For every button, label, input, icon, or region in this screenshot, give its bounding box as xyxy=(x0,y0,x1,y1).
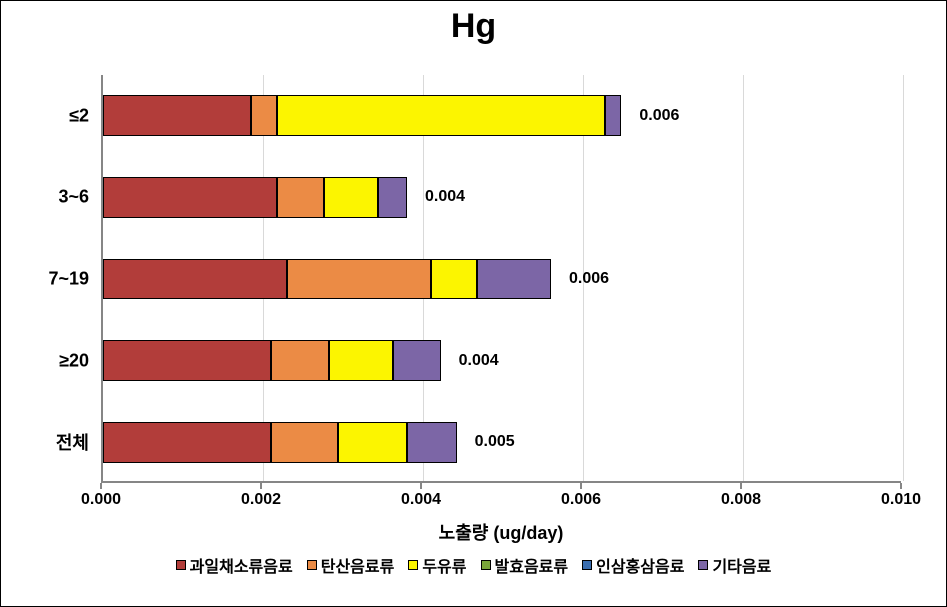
bar-segment xyxy=(103,177,277,218)
legend: 과일채소류음료 탄산음료류 두유류 발효음료류 인삼홍삼음료 기타음료 xyxy=(1,553,946,577)
x-tick-mark xyxy=(420,483,422,489)
y-category-label: ≥20 xyxy=(1,350,89,371)
bar-segment xyxy=(287,259,431,300)
bar-segment xyxy=(277,177,323,218)
bar-segment xyxy=(407,422,457,463)
x-axis-title: 노출량 (ug/day) xyxy=(101,519,901,545)
x-tick-label: 0.004 xyxy=(401,491,441,509)
legend-item: 두유류 xyxy=(408,553,466,577)
bar-segment xyxy=(271,340,329,381)
chart-title: Hg xyxy=(1,7,946,46)
bar-segment xyxy=(103,95,251,136)
legend-label: 기타음료 xyxy=(712,553,771,577)
legend-label: 발효음료류 xyxy=(495,553,569,577)
x-tick-mark xyxy=(580,483,582,489)
bar-segment xyxy=(338,422,407,463)
x-tick-mark xyxy=(100,483,102,489)
y-category-label: 7~19 xyxy=(1,269,89,290)
gridline xyxy=(903,75,904,481)
legend-swatch xyxy=(408,560,418,570)
bar-row xyxy=(103,177,901,218)
legend-item: 과일채소류음료 xyxy=(176,553,293,577)
y-category-label: 3~6 xyxy=(1,187,89,208)
x-tick-mark xyxy=(900,483,902,489)
y-category-label: ≤2 xyxy=(1,105,89,126)
bar-segment xyxy=(605,95,621,136)
x-tick-label: 0.010 xyxy=(881,491,921,509)
legend-item: 발효음료류 xyxy=(481,553,569,577)
bar-segment xyxy=(103,259,287,300)
bar-segment xyxy=(103,422,271,463)
bar-segment xyxy=(324,177,378,218)
x-tick-mark xyxy=(260,483,262,489)
bar-segment xyxy=(271,422,338,463)
plot-area xyxy=(101,75,901,483)
x-tick-label: 0.000 xyxy=(81,491,121,509)
legend-label: 두유류 xyxy=(422,553,466,577)
bar-total-label: 0.006 xyxy=(639,107,679,125)
legend-item: 탄산음료류 xyxy=(307,553,395,577)
x-tick-label: 0.002 xyxy=(241,491,281,509)
bar-segment xyxy=(378,177,407,218)
legend-swatch xyxy=(176,560,186,570)
bar-total-label: 0.006 xyxy=(569,270,609,288)
bar-total-label: 0.005 xyxy=(475,433,515,451)
y-category-label: 전체 xyxy=(1,429,89,455)
bar-segment xyxy=(393,340,441,381)
bar-total-label: 0.004 xyxy=(459,352,499,370)
bar-total-label: 0.004 xyxy=(425,188,465,206)
legend-swatch xyxy=(481,560,491,570)
bar-segment xyxy=(329,340,393,381)
bar-row xyxy=(103,259,901,300)
bar-row xyxy=(103,340,901,381)
x-tick-mark xyxy=(740,483,742,489)
bar-segment xyxy=(103,340,271,381)
legend-label: 탄산음료류 xyxy=(321,553,395,577)
legend-swatch xyxy=(307,560,317,570)
bar-segment xyxy=(277,95,605,136)
x-tick-label: 0.006 xyxy=(561,491,601,509)
bar-row xyxy=(103,95,901,136)
bar-segment xyxy=(431,259,477,300)
x-tick-label: 0.008 xyxy=(721,491,761,509)
legend-swatch xyxy=(698,560,708,570)
bar-segment xyxy=(251,95,277,136)
legend-item: 인삼홍삼음료 xyxy=(582,553,684,577)
bar-segment xyxy=(477,259,551,300)
legend-item: 기타음료 xyxy=(698,553,771,577)
legend-label: 과일채소류음료 xyxy=(190,553,293,577)
chart-container: Hg 노출량 (ug/day) 과일채소류음료 탄산음료류 두유류 발효음료류 인삼홍삼… xyxy=(0,0,947,607)
legend-label: 인삼홍삼음료 xyxy=(596,553,684,577)
legend-swatch xyxy=(582,560,592,570)
